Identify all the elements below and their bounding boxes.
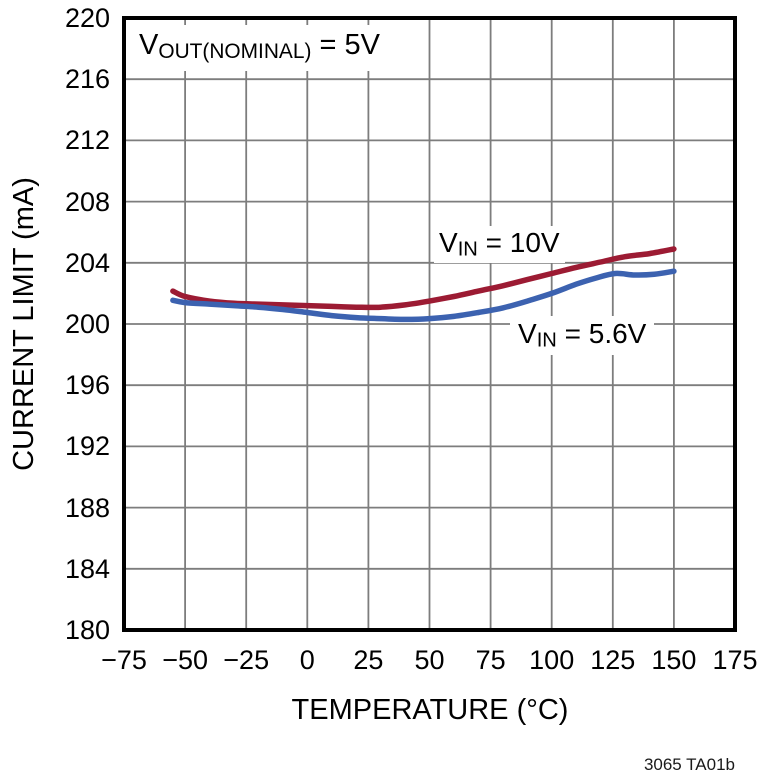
annotation-base: V bbox=[139, 29, 159, 61]
series-56v-rest: = 5.6V bbox=[556, 318, 647, 349]
vout-annotation: VOUT(NOMINAL) = 5V bbox=[133, 25, 392, 71]
series-10v-subscript: IN bbox=[457, 238, 478, 261]
y-tick-label: 196 bbox=[64, 370, 110, 401]
y-tick-label: 180 bbox=[64, 615, 110, 645]
curve-vin-5-6v bbox=[170, 268, 677, 323]
x-tick-label: 50 bbox=[414, 645, 445, 675]
y-tick-label: 204 bbox=[64, 247, 110, 278]
series-label-vin-10v: VIN = 10V bbox=[434, 226, 565, 263]
y-tick-label: 184 bbox=[64, 553, 110, 584]
y-tick-label: 212 bbox=[64, 125, 110, 156]
series-10v-rest: = 10V bbox=[477, 227, 560, 258]
annotation-rest: = 5V bbox=[311, 29, 380, 61]
y-tick-label: 216 bbox=[64, 64, 110, 95]
x-tick-label: −25 bbox=[223, 645, 270, 675]
x-tick-label: −75 bbox=[101, 645, 147, 675]
x-axis-title: TEMPERATURE (°C) bbox=[291, 694, 569, 726]
x-tick-label: 25 bbox=[353, 645, 384, 675]
series-56v-base: V bbox=[518, 318, 537, 349]
series-label-vin-5-6v: VIN = 5.6V bbox=[510, 316, 655, 355]
watermark: 3065 TA01b bbox=[643, 755, 735, 774]
x-tick-label: 100 bbox=[529, 645, 575, 675]
y-tick-label: 200 bbox=[64, 309, 110, 339]
y-tick-label: 220 bbox=[64, 3, 110, 33]
y-axis-title: CURRENT LIMIT (mA) bbox=[8, 177, 40, 471]
y-tick-label: 208 bbox=[64, 186, 110, 217]
x-tick-label: 125 bbox=[590, 645, 636, 675]
x-tick-label: −50 bbox=[162, 645, 208, 675]
plot-frame bbox=[122, 16, 737, 632]
annotation-subscript: OUT(NOMINAL) bbox=[158, 39, 312, 63]
x-tick-label: 75 bbox=[475, 645, 506, 675]
x-tick-label: 150 bbox=[651, 645, 697, 675]
x-tick-label: 175 bbox=[712, 645, 758, 675]
series-10v-base: V bbox=[439, 227, 458, 258]
x-tick-label: 0 bbox=[299, 645, 315, 675]
y-tick-label: 192 bbox=[64, 431, 110, 462]
series-56v-subscript: IN bbox=[536, 329, 557, 352]
y-tick-label: 188 bbox=[64, 492, 110, 523]
